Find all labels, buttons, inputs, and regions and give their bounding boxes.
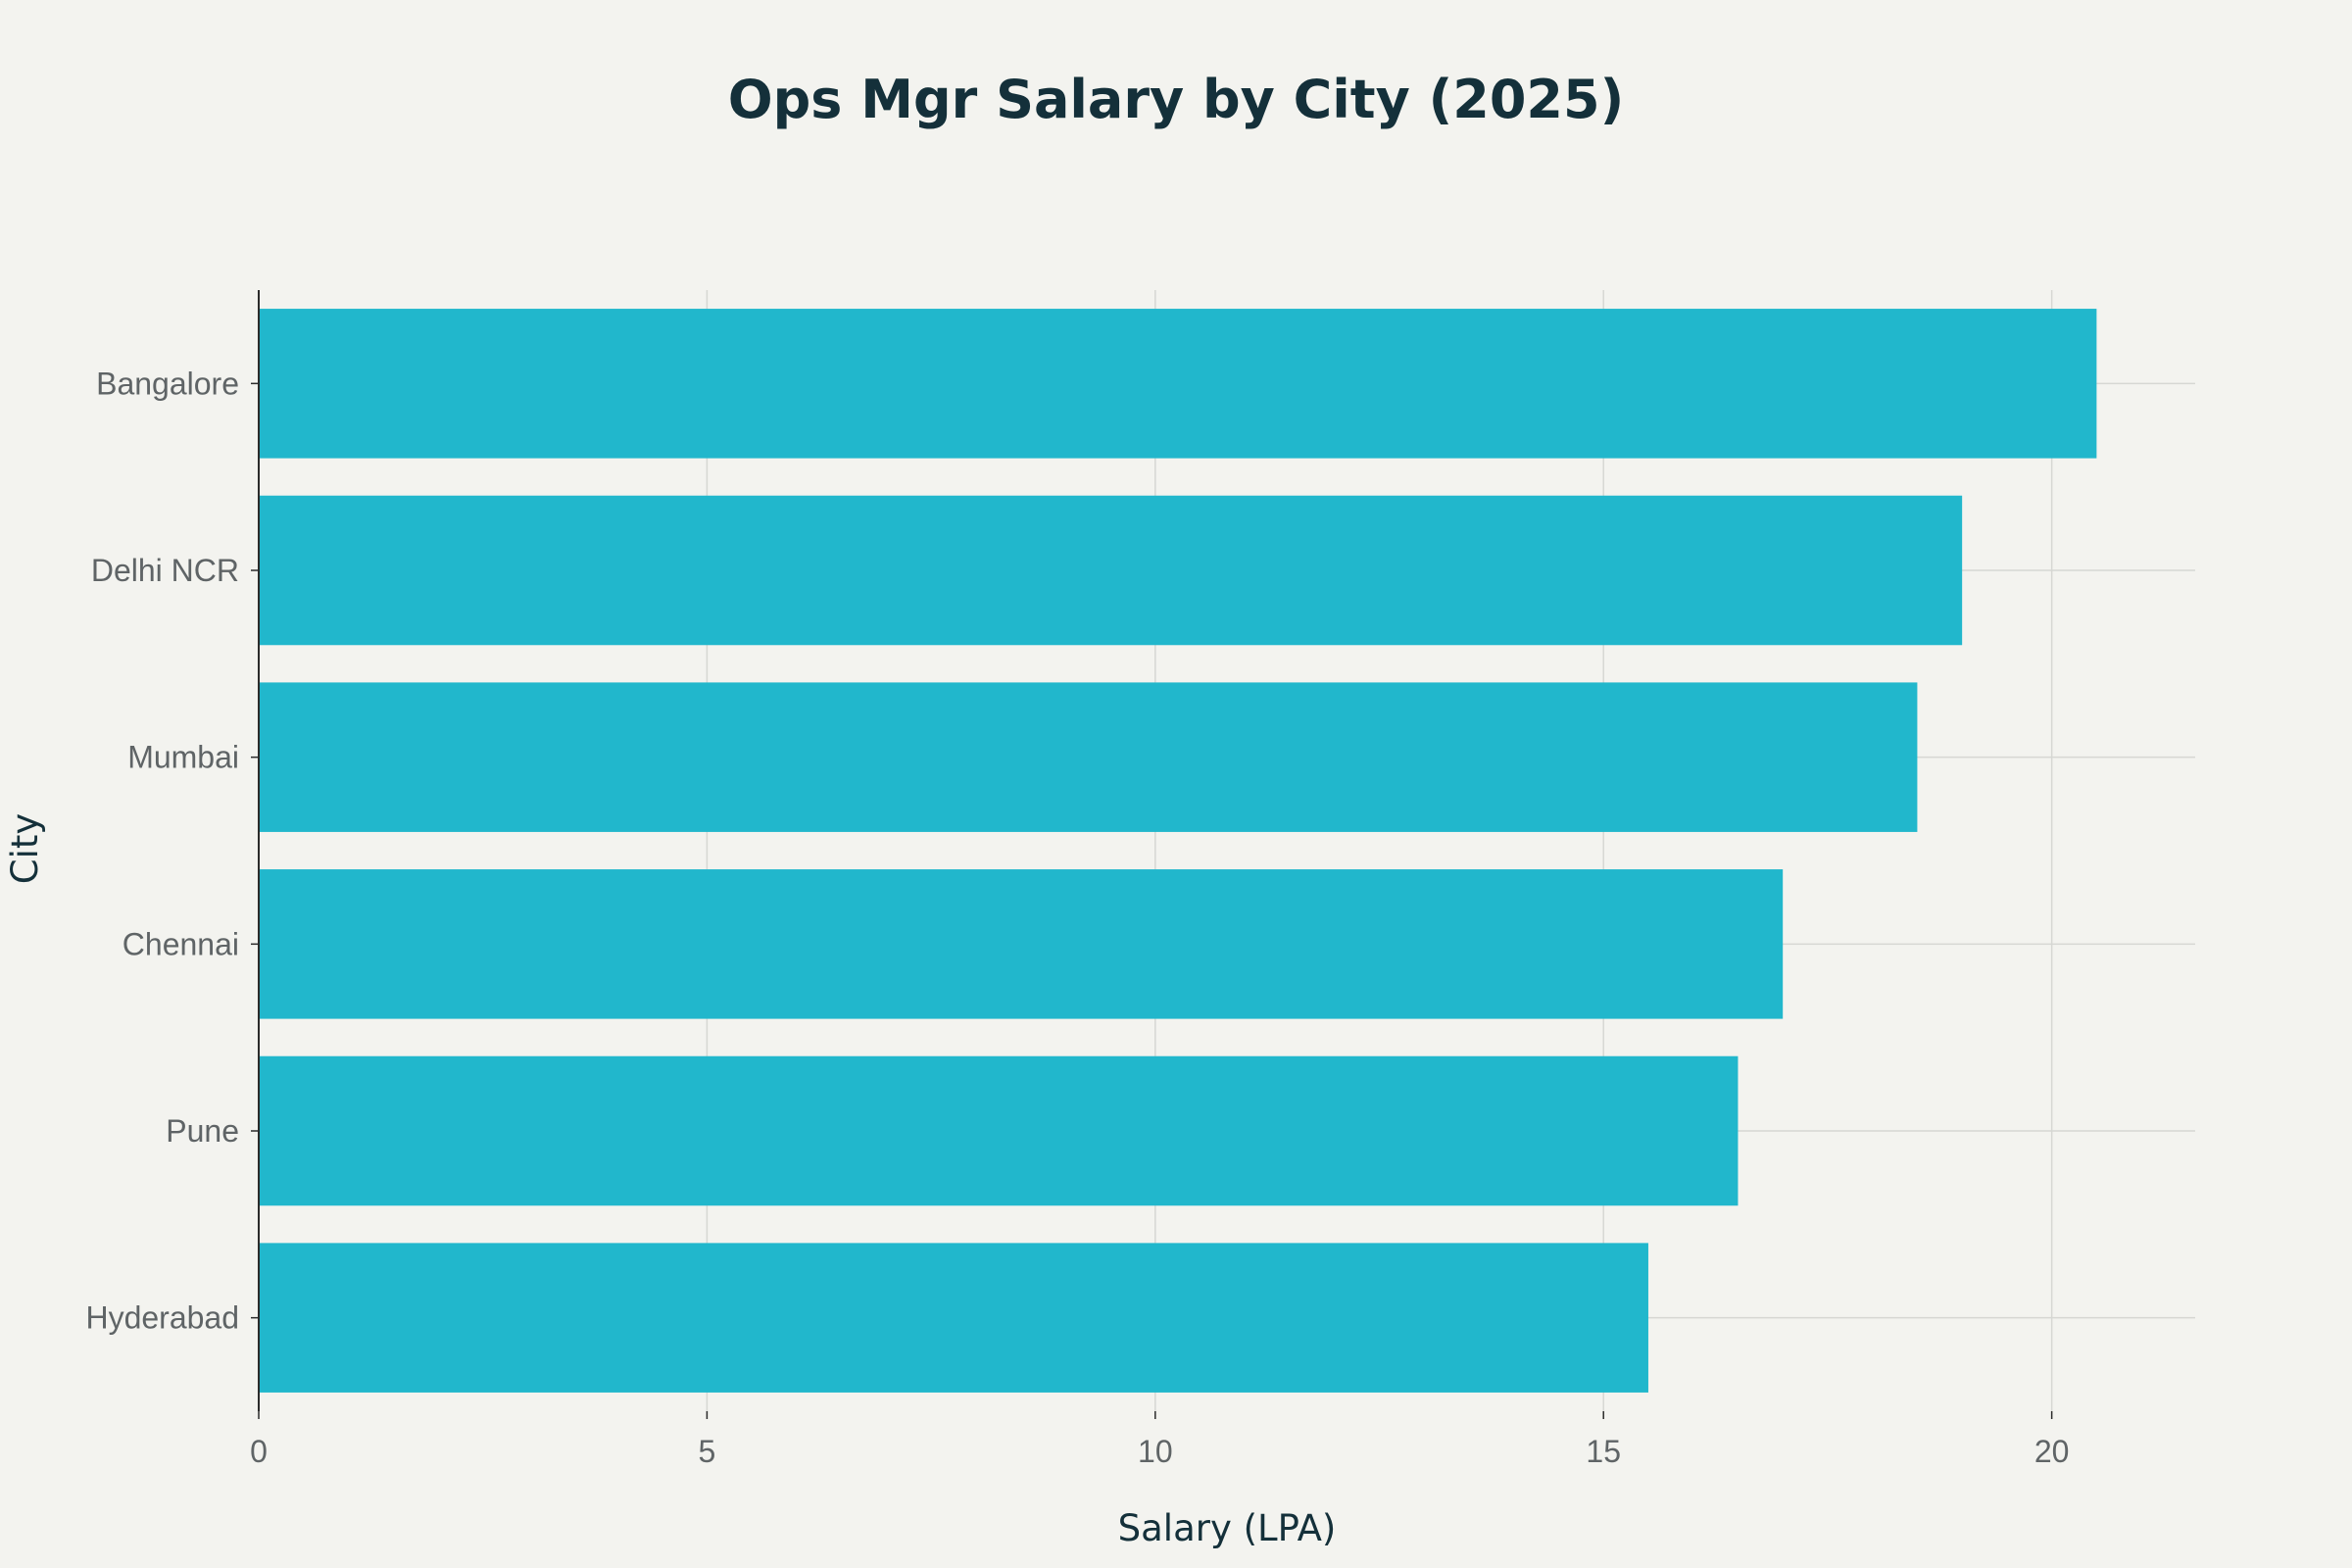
x-tick-label: 5 — [699, 1434, 716, 1469]
bar-bangalore — [259, 309, 2097, 459]
y-tick-label: Bangalore — [96, 366, 239, 401]
x-tick-label: 20 — [2034, 1434, 2070, 1469]
bar-chennai — [259, 869, 1784, 1019]
x-axis-title: Salary (LPA) — [1118, 1507, 1337, 1549]
x-tick-label: 0 — [250, 1434, 268, 1469]
y-tick-label: Pune — [166, 1113, 239, 1149]
bar-delhi-ncr — [259, 495, 1963, 646]
bar-mumbai — [259, 682, 1918, 832]
label-layer: Bangalore Delhi NCR Mumbai Chennai Pune Hyder… — [85, 366, 2069, 1469]
chart-title: Ops Mgr Salary by City (2025) — [728, 69, 1625, 130]
y-axis-title: City — [4, 813, 46, 885]
axis-layer — [251, 290, 2053, 1419]
bar-layer — [259, 309, 2097, 1393]
y-tick-label: Delhi NCR — [91, 553, 239, 588]
y-tick-label: Hyderabad — [85, 1300, 239, 1336]
bar-hyderabad — [259, 1243, 1648, 1393]
x-tick-label: 15 — [1586, 1434, 1621, 1469]
y-tick-label: Mumbai — [127, 740, 239, 775]
bar-pune — [259, 1055, 1739, 1206]
x-tick-label: 10 — [1138, 1434, 1173, 1469]
y-tick-label: Chennai — [122, 926, 239, 961]
